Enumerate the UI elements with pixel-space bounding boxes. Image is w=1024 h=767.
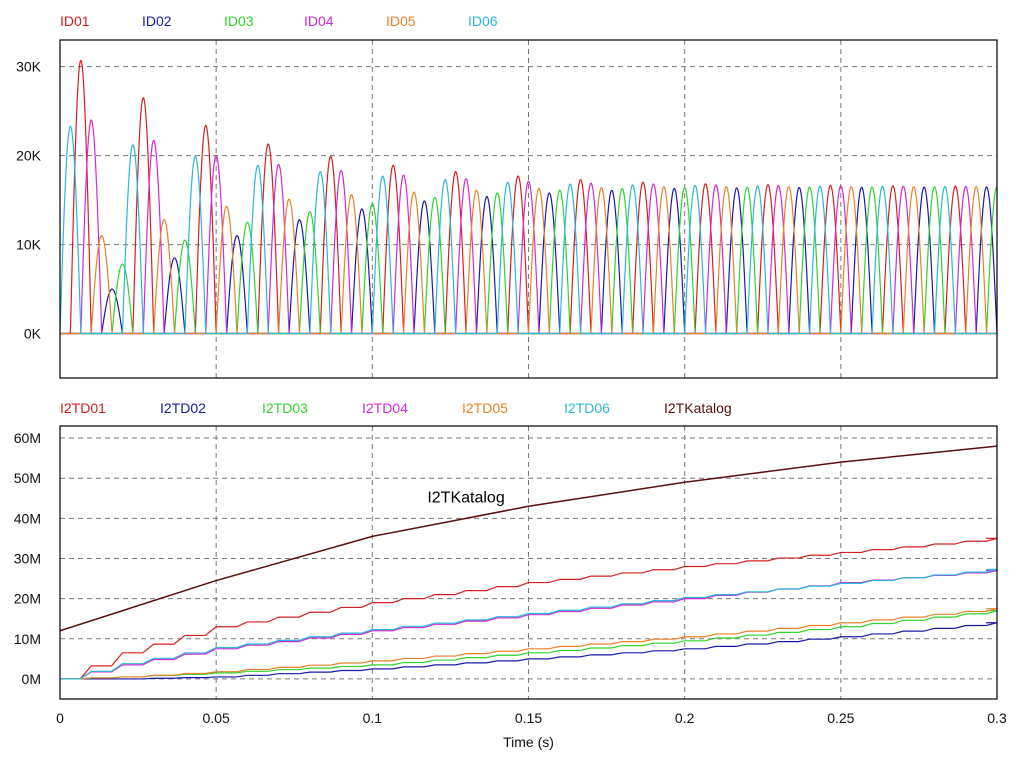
- legend-i2td02: I2TD02: [160, 400, 206, 416]
- y-tick-label: 50M: [14, 470, 41, 486]
- series-id06: [59, 125, 997, 335]
- y-tick-label: 30M: [14, 550, 41, 566]
- y-tick-label: 20K: [16, 148, 42, 164]
- annotation-label: I2TKatalog: [427, 489, 504, 506]
- x-tick-label: 0.1: [363, 710, 383, 726]
- y-tick-label: 0K: [24, 326, 42, 342]
- plot-frame: [59, 425, 998, 700]
- current-waveform-panel: 0K 10K 20K 30K ID01 ID02 ID03 ID04 ID05 ID06: [16, 13, 998, 379]
- legend-i2td04: I2TD04: [362, 400, 408, 416]
- legend-id04: ID04: [304, 13, 334, 29]
- x-tick-label: 0: [56, 710, 64, 726]
- y-tick-label: 10K: [16, 237, 42, 253]
- y-tick-label: 40M: [14, 510, 41, 526]
- y-tick-label: 30K: [16, 59, 42, 75]
- x-tick-label: 0.2: [675, 710, 695, 726]
- y-tick-label: 10M: [14, 631, 41, 647]
- y-tick-label: 60M: [14, 430, 41, 446]
- legend-id03: ID03: [224, 13, 254, 29]
- x-tick-label: 0.05: [203, 710, 230, 726]
- plot-frame: [59, 39, 998, 379]
- series-i2td03: [60, 610, 998, 680]
- legend-i2td03: I2TD03: [262, 400, 308, 416]
- legend-i2td05: I2TD05: [462, 400, 508, 416]
- legend-id02: ID02: [142, 13, 172, 29]
- x-tick-label: 0.3: [987, 710, 1007, 726]
- series-i2td05: [60, 608, 998, 680]
- legend-i2td06: I2TD06: [564, 400, 610, 416]
- x-tick-label: 0.15: [515, 710, 542, 726]
- series-i2td02: [60, 622, 998, 680]
- legend-id06: ID06: [468, 13, 498, 29]
- legend-id01: ID01: [60, 13, 90, 29]
- i2t-integral-panel: 0M 10M 20M 30M 40M 50M 60M 0 0.05 0.1 0.15 0.2 0.25 0…: [14, 400, 1007, 750]
- x-tick-label: 0.25: [827, 710, 854, 726]
- series-i2td06: [60, 568, 998, 680]
- series-i2tkatalog: [59, 445, 998, 632]
- legend-i2tkatalog: I2TKatalog: [664, 400, 732, 416]
- legend-id05: ID05: [386, 13, 416, 29]
- x-axis-label: Time (s): [503, 734, 554, 750]
- legend-i2td01: I2TD01: [60, 400, 106, 416]
- y-tick-label: 0M: [22, 671, 41, 687]
- series-i2td01: [60, 537, 998, 680]
- series-id04: [60, 119, 997, 335]
- y-tick-label: 20M: [14, 591, 41, 607]
